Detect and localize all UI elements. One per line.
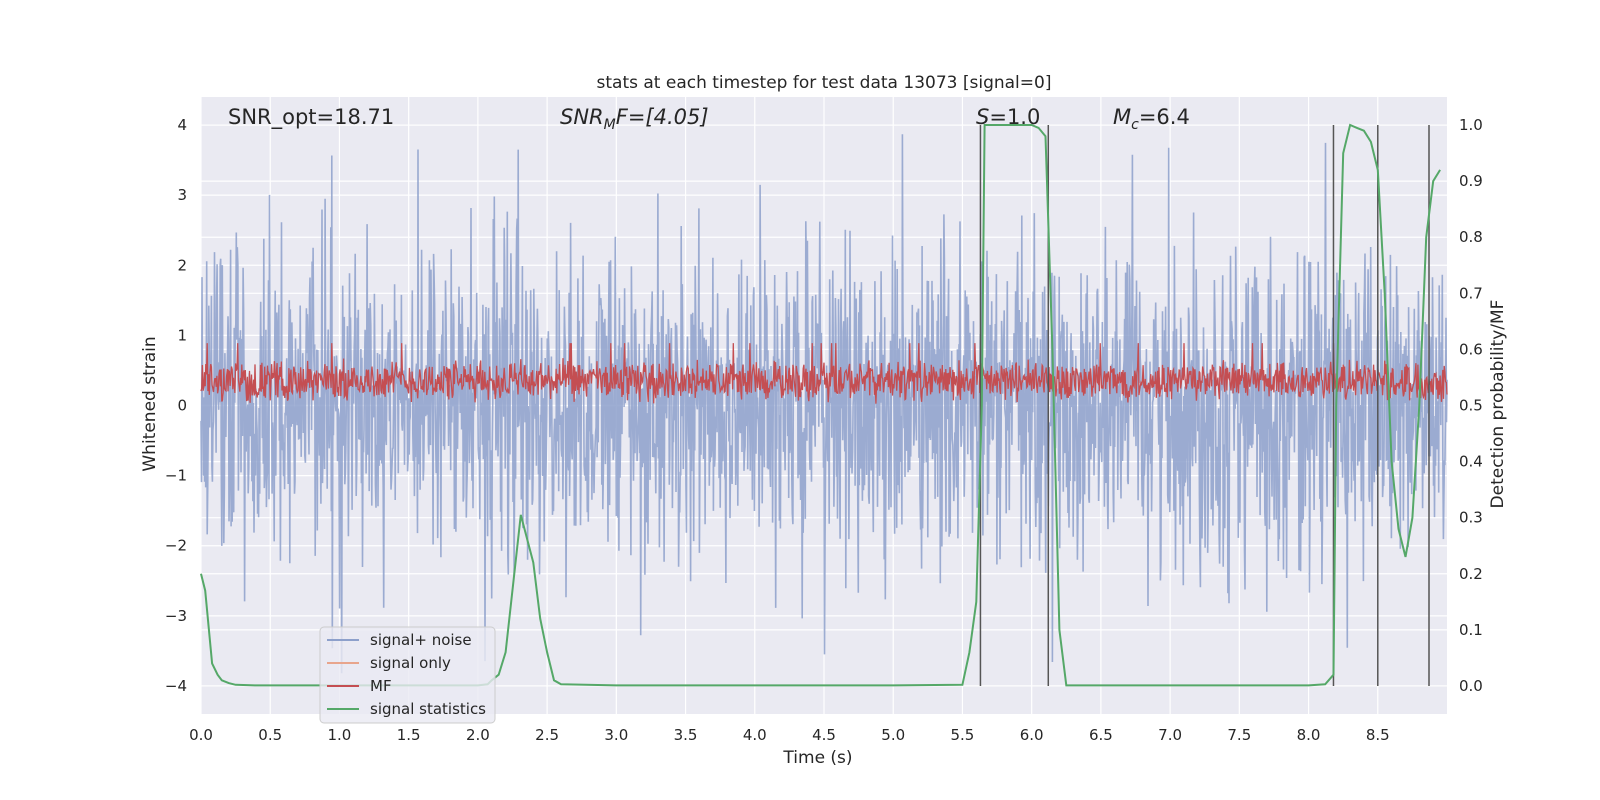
annotation-snr-mf: SNRMF=[4.05]	[560, 105, 709, 133]
legend: signal+ noise signal only MF signal stat…	[319, 626, 496, 724]
legend-label-signal-only: signal only	[370, 654, 451, 672]
legend-label-signal-statistics: signal statistics	[370, 700, 486, 718]
y2-tick-label: 1.0	[1459, 116, 1483, 134]
y2-tick-label: 0.5	[1459, 397, 1483, 415]
y-tick-label: 1	[177, 326, 187, 344]
legend-box	[319, 626, 496, 724]
y2-axis-ticks: 1.0 0.9 0.8 0.7 0.6 0.5 0.4 0.3 0.2 0.1 0.0	[1459, 116, 1483, 695]
legend-label-mf: MF	[370, 677, 392, 695]
x-tick-label: 2.5	[535, 726, 559, 744]
x-tick-label: 3.0	[604, 726, 628, 744]
y-tick-label: −1	[165, 467, 187, 485]
y2-tick-label: 0.3	[1459, 509, 1483, 527]
x-tick-label: 8.5	[1366, 726, 1390, 744]
annotation-snr-mf-rest: F=[4.05]	[616, 105, 709, 129]
y-tick-label: 2	[177, 256, 187, 274]
y-tick-label: −2	[165, 537, 187, 555]
y2-tick-label: 0.6	[1459, 340, 1483, 358]
x-tick-label: 2.0	[466, 726, 490, 744]
x-tick-label: 4.0	[743, 726, 767, 744]
legend-label-signal-noise: signal+ noise	[370, 631, 472, 649]
x-tick-label: 1.0	[328, 726, 352, 744]
x-tick-label: 0.5	[258, 726, 282, 744]
x-axis-label: Time (s)	[782, 748, 852, 768]
y-axis-label: Whitened strain	[140, 336, 160, 471]
x-tick-label: 4.5	[812, 726, 836, 744]
y-tick-label: 0	[177, 397, 187, 415]
series-mf	[200, 343, 1448, 404]
x-tick-label: 6.5	[1089, 726, 1113, 744]
x-tick-label: 8.0	[1297, 726, 1321, 744]
series-signal-noise	[200, 134, 1448, 674]
x-tick-label: 5.0	[881, 726, 905, 744]
x-tick-label: 7.5	[1227, 726, 1251, 744]
y-tick-label: −3	[165, 607, 187, 625]
x-tick-label: 6.0	[1020, 726, 1044, 744]
annotation-mc-base: M	[1113, 105, 1131, 129]
y-axis-ticks: 4 3 2 1 0 −1 −2 −3 −4	[165, 116, 187, 695]
x-tick-label: 0.0	[189, 726, 213, 744]
y2-tick-label: 0.8	[1459, 228, 1483, 246]
annotation-snr-mf-base: SNR	[560, 105, 604, 129]
annotation-s-value: S=1.0	[976, 105, 1040, 129]
annotation-mc-sub: c	[1131, 117, 1139, 133]
annotation-s-value-text: =1.0	[989, 105, 1040, 129]
line-mf	[200, 343, 1448, 404]
x-tick-label: 3.5	[674, 726, 698, 744]
x-tick-label: 7.0	[1158, 726, 1182, 744]
x-tick-label: 5.5	[951, 726, 975, 744]
y2-tick-label: 0.0	[1459, 677, 1483, 695]
line-signal-noise	[200, 134, 1448, 674]
x-axis-ticks: 0.0 0.5 1.0 1.5 2.0 2.5 3.0 3.5 4.0 4.5 5.0 5.5 6.0 6…	[189, 726, 1390, 744]
y-tick-label: 3	[177, 186, 187, 204]
y2-tick-label: 0.2	[1459, 565, 1483, 583]
y2-tick-label: 0.1	[1459, 621, 1483, 639]
annotation-snr-opt: SNR_opt=18.71	[228, 105, 394, 130]
y2-tick-label: 0.4	[1459, 453, 1483, 471]
y2-axis-label: Detection probability/MF	[1488, 300, 1508, 509]
annotation-mc-rest: =6.4	[1139, 105, 1190, 129]
x-tick-label: 1.5	[397, 726, 421, 744]
y2-tick-label: 0.9	[1459, 172, 1483, 190]
annotation-mc: Mc=6.4	[1113, 105, 1190, 133]
y-tick-label: 4	[177, 116, 187, 134]
annotation-snr-mf-sub: M	[604, 117, 616, 133]
y2-tick-label: 0.7	[1459, 284, 1483, 302]
y-tick-label: −4	[165, 677, 187, 695]
chart-title: stats at each timestep for test data 130…	[597, 73, 1052, 93]
